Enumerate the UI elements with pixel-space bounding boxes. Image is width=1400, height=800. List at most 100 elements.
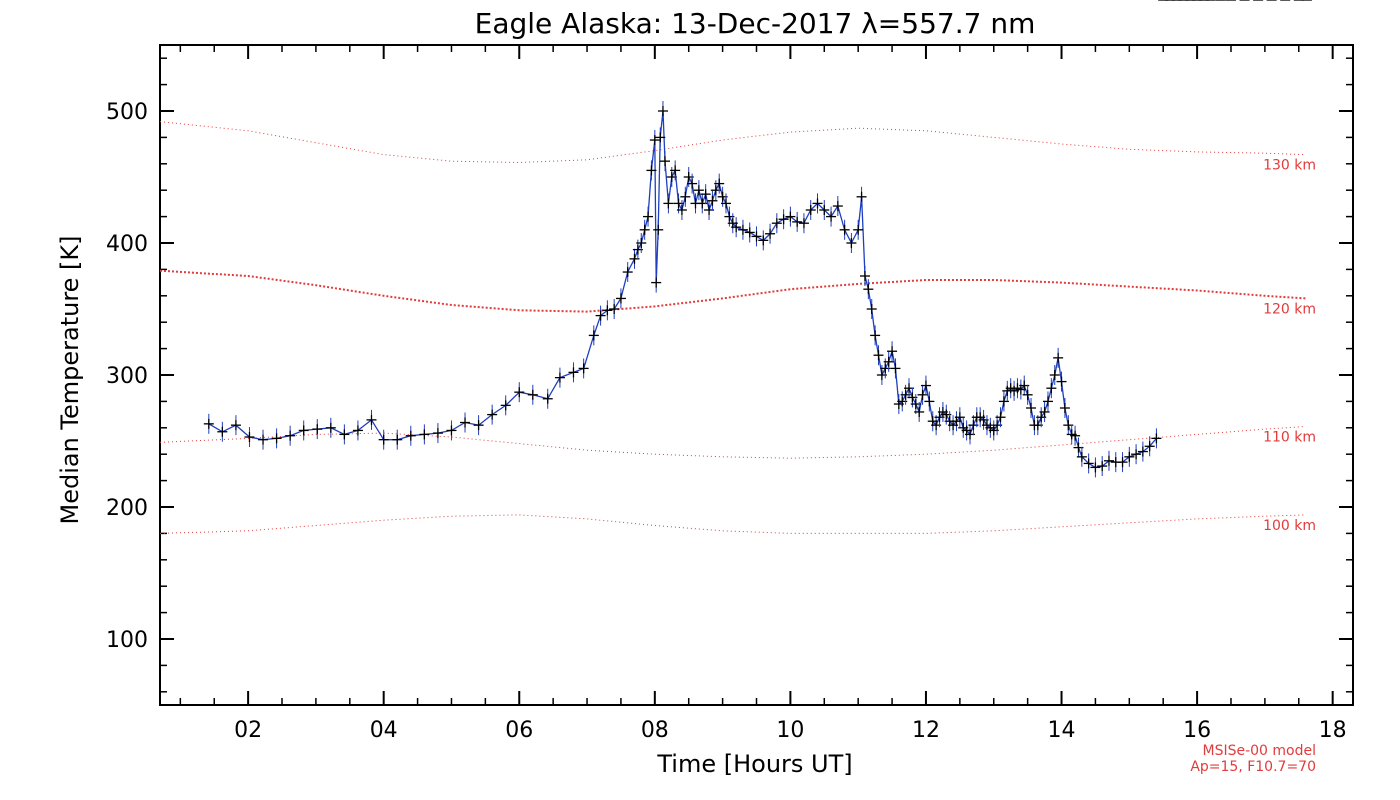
data-point: [1090, 457, 1101, 478]
data-point: [1131, 444, 1142, 465]
data-point: [954, 407, 965, 428]
data-point: [819, 200, 830, 220]
data-point: [473, 415, 484, 436]
data-point: [405, 425, 416, 446]
data-point: [588, 325, 599, 346]
data-point: [500, 395, 511, 416]
y-tick-label: 100: [106, 628, 148, 653]
data-point: [446, 420, 457, 441]
data-point: [651, 272, 662, 293]
y-tick-label: 500: [106, 100, 148, 125]
data-point: [856, 186, 867, 207]
plot-frame: [159, 44, 1354, 706]
data-point: [1042, 391, 1053, 412]
x-tick-label: 16: [1183, 718, 1211, 743]
data-point: [1059, 398, 1070, 418]
data-point: [1046, 378, 1057, 399]
data-point: [542, 388, 553, 409]
data-point: [1117, 452, 1128, 473]
data-point: [920, 375, 931, 396]
data-point: [832, 196, 843, 217]
data-point: [866, 299, 877, 319]
data-point: [643, 206, 654, 227]
x-tick-label: 12: [912, 718, 940, 743]
model-curve-110km: [159, 426, 1306, 459]
data-point: [217, 421, 228, 442]
data-point: [744, 222, 755, 243]
data-point: [870, 325, 881, 346]
data-point: [636, 233, 647, 253]
data-point: [758, 230, 769, 251]
data-point: [1083, 453, 1094, 474]
data-point: [230, 415, 241, 436]
data-point: [663, 193, 674, 214]
data-point: [1124, 446, 1135, 467]
data-point: [765, 223, 776, 244]
model-annotation-line1: MSISe-00 model: [1202, 743, 1316, 759]
data-point: [883, 351, 894, 372]
data-point: [1076, 446, 1087, 467]
data-point: [700, 184, 711, 205]
data-point: [487, 404, 498, 425]
data-point: [1097, 456, 1108, 477]
data-point: [826, 206, 837, 227]
model-curve-120km: [159, 269, 1306, 313]
data-point: [258, 429, 269, 450]
data-point: [693, 180, 704, 201]
x-tick-label: 10: [776, 718, 804, 743]
data-point: [392, 429, 403, 450]
data-point: [298, 420, 309, 441]
axis-ticks: 02 04 06 08 10 12 14 16 18 100 200 300 400 500: [106, 45, 1353, 743]
data-point: [670, 160, 681, 181]
data-point: [812, 193, 823, 214]
data-point: [846, 233, 857, 253]
data-point: [460, 412, 471, 433]
data-point: [720, 193, 731, 214]
data-point: [680, 186, 691, 207]
data-point: [714, 173, 725, 194]
y-axis-label: Median Temperature [K]: [56, 235, 84, 524]
measurement-line: [208, 110, 1157, 469]
data-point: [863, 279, 874, 300]
data-point: [1049, 365, 1060, 385]
data-point: [1026, 398, 1037, 418]
y-tick-label: 300: [106, 364, 148, 389]
data-point: [1103, 450, 1114, 471]
data-point: [995, 407, 1006, 428]
model-curve-label: 130 km: [1263, 158, 1316, 174]
data-point: [325, 417, 336, 438]
data-point: [653, 219, 664, 240]
data-point: [657, 101, 668, 121]
x-tick-label: 04: [370, 718, 398, 743]
measurement-series: [203, 0, 1312, 478]
data-point: [378, 429, 389, 450]
data-point: [798, 213, 809, 234]
data-point: [924, 391, 935, 412]
data-point: [649, 130, 660, 151]
data-point: [1039, 401, 1050, 422]
data-point: [655, 127, 666, 148]
model-curve-100km: [159, 514, 1306, 534]
y-tick-label: 200: [106, 496, 148, 521]
x-tick-label: 18: [1319, 718, 1347, 743]
data-point: [737, 219, 748, 240]
data-point: [805, 200, 816, 220]
data-point: [731, 217, 742, 238]
data-point: [1144, 436, 1155, 457]
model-curve-label: 110 km: [1263, 429, 1316, 445]
data-point: [622, 262, 633, 283]
data-point: [792, 211, 803, 232]
data-point: [615, 288, 626, 309]
data-point: [1053, 347, 1064, 368]
model-curve-130km: [159, 121, 1306, 164]
model-annotation-line2: Ap=15, F10.7=70: [1190, 759, 1316, 775]
data-point: [514, 382, 525, 403]
data-point: [1151, 428, 1162, 449]
x-tick-label: 02: [234, 718, 262, 743]
data-point: [595, 305, 606, 326]
data-point: [271, 428, 282, 449]
data-point: [352, 420, 363, 441]
data-point: [771, 213, 782, 234]
data-point: [998, 391, 1009, 412]
